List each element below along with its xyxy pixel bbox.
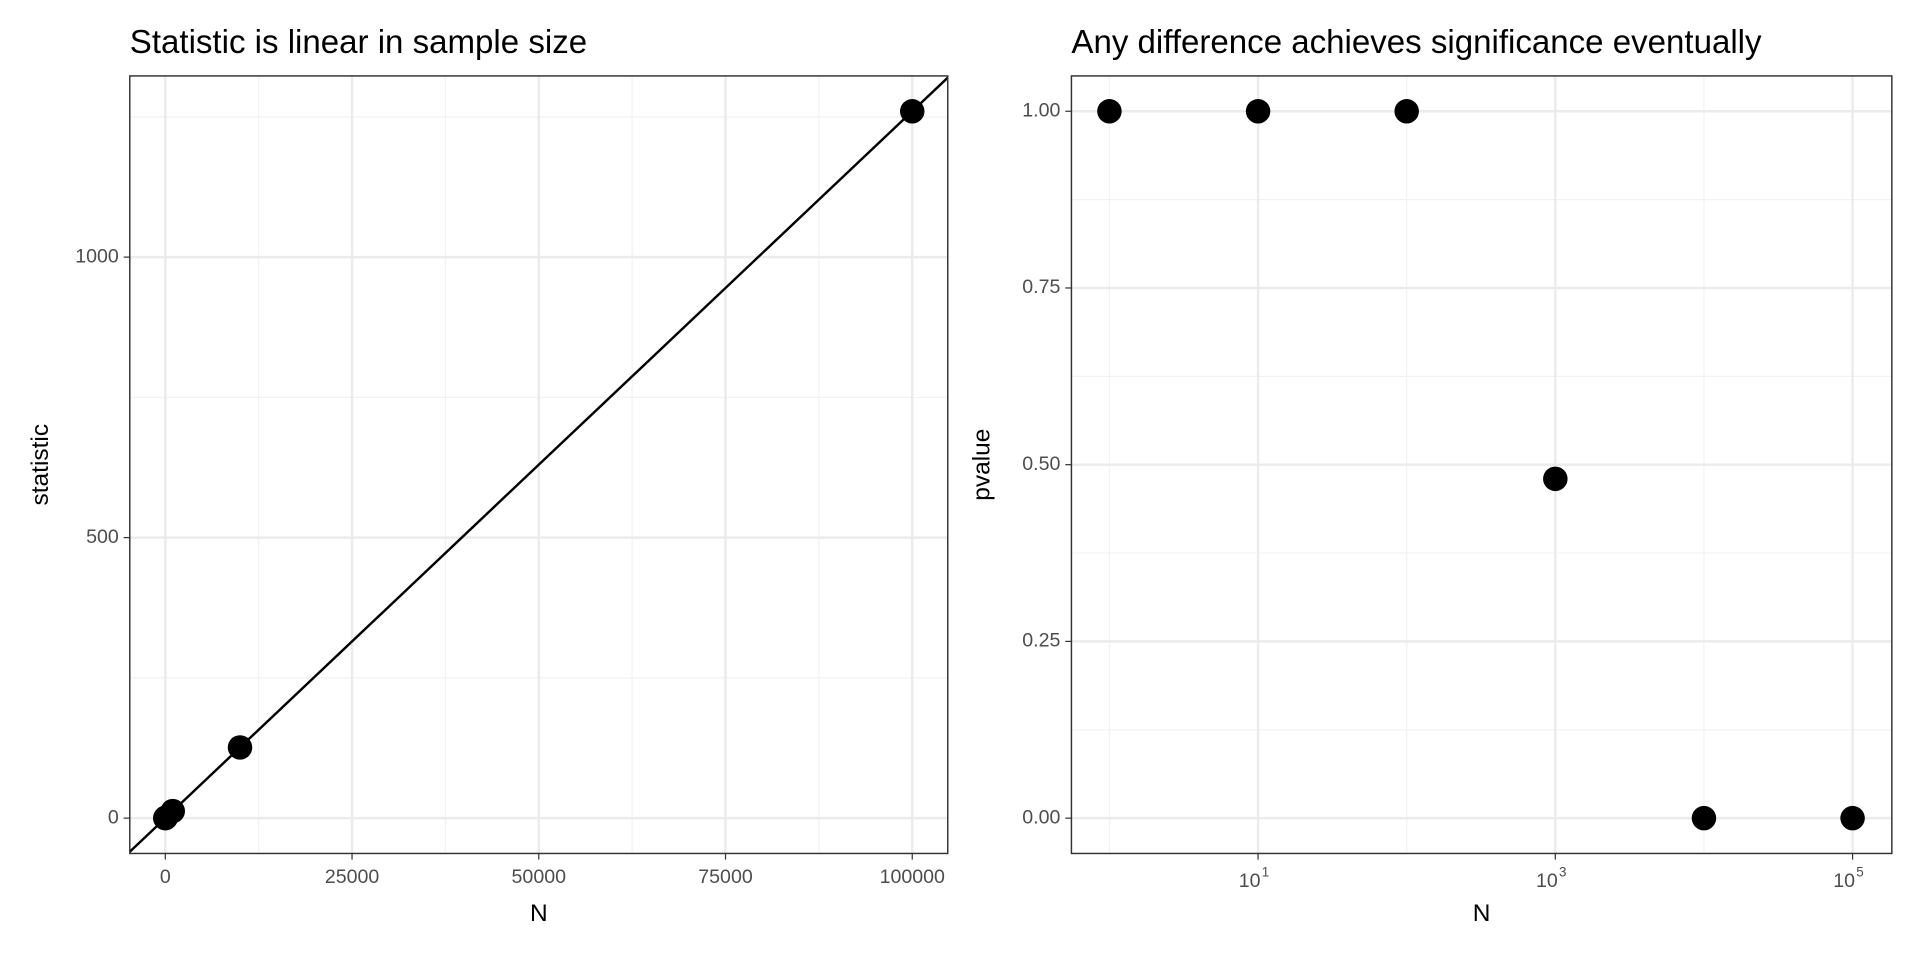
- x-tick-exponent: 1: [1262, 865, 1269, 880]
- point: [1543, 466, 1568, 492]
- x-tick-exponent: 5: [1856, 865, 1863, 880]
- x-tick-label: 25000: [325, 866, 380, 888]
- chart-title: Statistic is linear in sample size: [130, 24, 587, 61]
- point: [1394, 99, 1419, 124]
- y-tick-label: 500: [86, 526, 119, 548]
- y-tick-label: 1.00: [1022, 99, 1060, 121]
- y-axis-title: pvalue: [969, 429, 996, 501]
- x-axis-title: N: [530, 900, 548, 927]
- chart-title: Any difference achieves significance eve…: [1071, 24, 1762, 61]
- x-tick-label: 10: [1536, 870, 1558, 892]
- y-tick-label: 0.00: [1022, 806, 1060, 828]
- y-tick-label: 0.50: [1022, 453, 1060, 475]
- plot-area: [129, 76, 948, 853]
- x-tick-label: 100000: [880, 866, 945, 888]
- point: [1691, 805, 1717, 831]
- plot-area: [1097, 99, 1865, 831]
- x-tick-label: 50000: [512, 866, 567, 888]
- point: [900, 99, 925, 124]
- point: [160, 798, 186, 824]
- y-tick-label: 0.25: [1022, 630, 1060, 652]
- x-axis-title: N: [1473, 900, 1491, 927]
- x-tick-exponent: 3: [1559, 865, 1566, 880]
- x-tick-label: 10: [1239, 870, 1261, 892]
- y-axis-title: statistic: [27, 424, 54, 506]
- panel-border: [1070, 75, 1893, 855]
- x-tick-label: 75000: [698, 866, 753, 888]
- panel-border: [129, 75, 949, 855]
- y-tick-label: 0: [108, 806, 119, 828]
- y-tick-label: 0.75: [1022, 276, 1060, 298]
- x-tick-label: 10: [1833, 870, 1855, 892]
- x-tick-label: 0: [160, 866, 171, 888]
- point: [1097, 99, 1122, 124]
- point: [1245, 99, 1271, 124]
- reference-line: [129, 76, 948, 853]
- point: [1840, 805, 1865, 831]
- point: [227, 735, 253, 760]
- y-tick-label: 1000: [75, 245, 119, 267]
